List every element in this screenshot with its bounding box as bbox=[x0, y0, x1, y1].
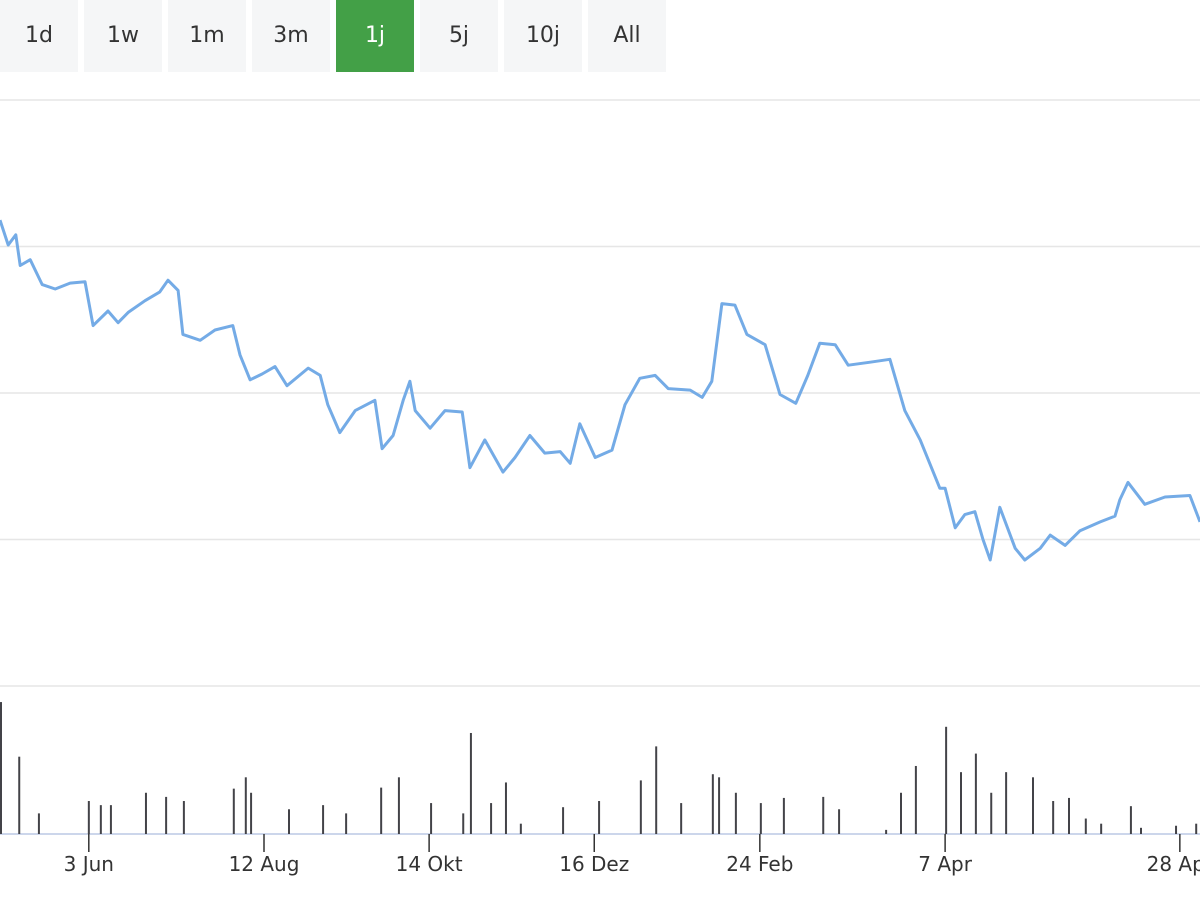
range-button[interactable]: 1m bbox=[168, 0, 246, 72]
volume-bar bbox=[232, 788, 235, 834]
volume-bar bbox=[18, 756, 21, 834]
x-tick-label: 28 Apr bbox=[1147, 852, 1200, 876]
volume-bar bbox=[1068, 797, 1070, 834]
volume-bar bbox=[182, 801, 185, 834]
volume-bar bbox=[1195, 823, 1198, 834]
volume-bar bbox=[288, 809, 290, 834]
volume-bar bbox=[322, 805, 325, 834]
volume-bar bbox=[655, 746, 658, 834]
volume-bar bbox=[462, 813, 465, 834]
range-button[interactable]: 5j bbox=[420, 0, 498, 72]
volume-bar bbox=[562, 807, 565, 834]
volume-bar bbox=[430, 803, 433, 834]
volume-bar bbox=[37, 813, 40, 834]
volume-bar bbox=[1052, 801, 1055, 834]
volume-bar bbox=[490, 803, 493, 834]
volume-bar bbox=[974, 753, 977, 834]
volume-bar bbox=[1129, 806, 1132, 834]
x-tick-label: 3 Jun bbox=[64, 852, 114, 876]
volume-bar bbox=[1032, 777, 1034, 834]
volume-bar bbox=[144, 792, 147, 834]
volume-bar bbox=[838, 809, 841, 834]
range-button[interactable]: All bbox=[588, 0, 666, 72]
volume-bar bbox=[711, 774, 714, 834]
volume-bar bbox=[1005, 772, 1008, 834]
volume-bar bbox=[380, 787, 383, 834]
volume-bar bbox=[1084, 818, 1087, 834]
range-button[interactable]: 1w bbox=[84, 0, 162, 72]
range-button[interactable]: 1d bbox=[0, 0, 78, 72]
volume-bar bbox=[782, 797, 785, 834]
x-tick-label: 24 Feb bbox=[726, 852, 793, 876]
volume-bar bbox=[960, 772, 962, 834]
volume-bar bbox=[0, 702, 2, 834]
volume-bar bbox=[822, 796, 825, 834]
x-tick-label: 7 Apr bbox=[918, 852, 972, 876]
volume-bar bbox=[914, 765, 917, 834]
volume-bar bbox=[680, 803, 683, 834]
volume-bar bbox=[1140, 827, 1142, 834]
volume-bar bbox=[504, 782, 507, 834]
volume-bar bbox=[469, 732, 472, 834]
range-button[interactable]: 1j bbox=[336, 0, 414, 72]
volume-bar bbox=[244, 777, 247, 834]
volume-bar bbox=[734, 792, 737, 834]
range-button[interactable]: 10j bbox=[504, 0, 582, 72]
volume-bar bbox=[759, 803, 762, 834]
volume-bar bbox=[990, 792, 993, 834]
volume-bar bbox=[598, 801, 601, 834]
volume-bar bbox=[885, 829, 888, 834]
price-line bbox=[0, 219, 1200, 562]
volume-bar bbox=[945, 726, 948, 834]
volume-bar bbox=[1100, 823, 1103, 834]
volume-bar bbox=[109, 805, 112, 834]
volume-bar bbox=[99, 805, 102, 834]
volume-bar bbox=[900, 792, 902, 834]
volume-bar bbox=[639, 780, 642, 834]
volume-bar bbox=[165, 796, 168, 834]
volume-bar bbox=[718, 777, 721, 834]
x-tick-label: 14 Okt bbox=[396, 852, 463, 876]
range-button[interactable]: 3m bbox=[252, 0, 330, 72]
volume-bar bbox=[87, 801, 90, 834]
volume-bar bbox=[397, 777, 400, 834]
volume-bar bbox=[519, 823, 522, 834]
volume-bar bbox=[250, 792, 253, 834]
x-tick-label: 16 Dez bbox=[559, 852, 629, 876]
volume-bar bbox=[345, 813, 348, 834]
x-tick-label: 12 Aug bbox=[229, 852, 300, 876]
volume-bar bbox=[1175, 825, 1178, 834]
